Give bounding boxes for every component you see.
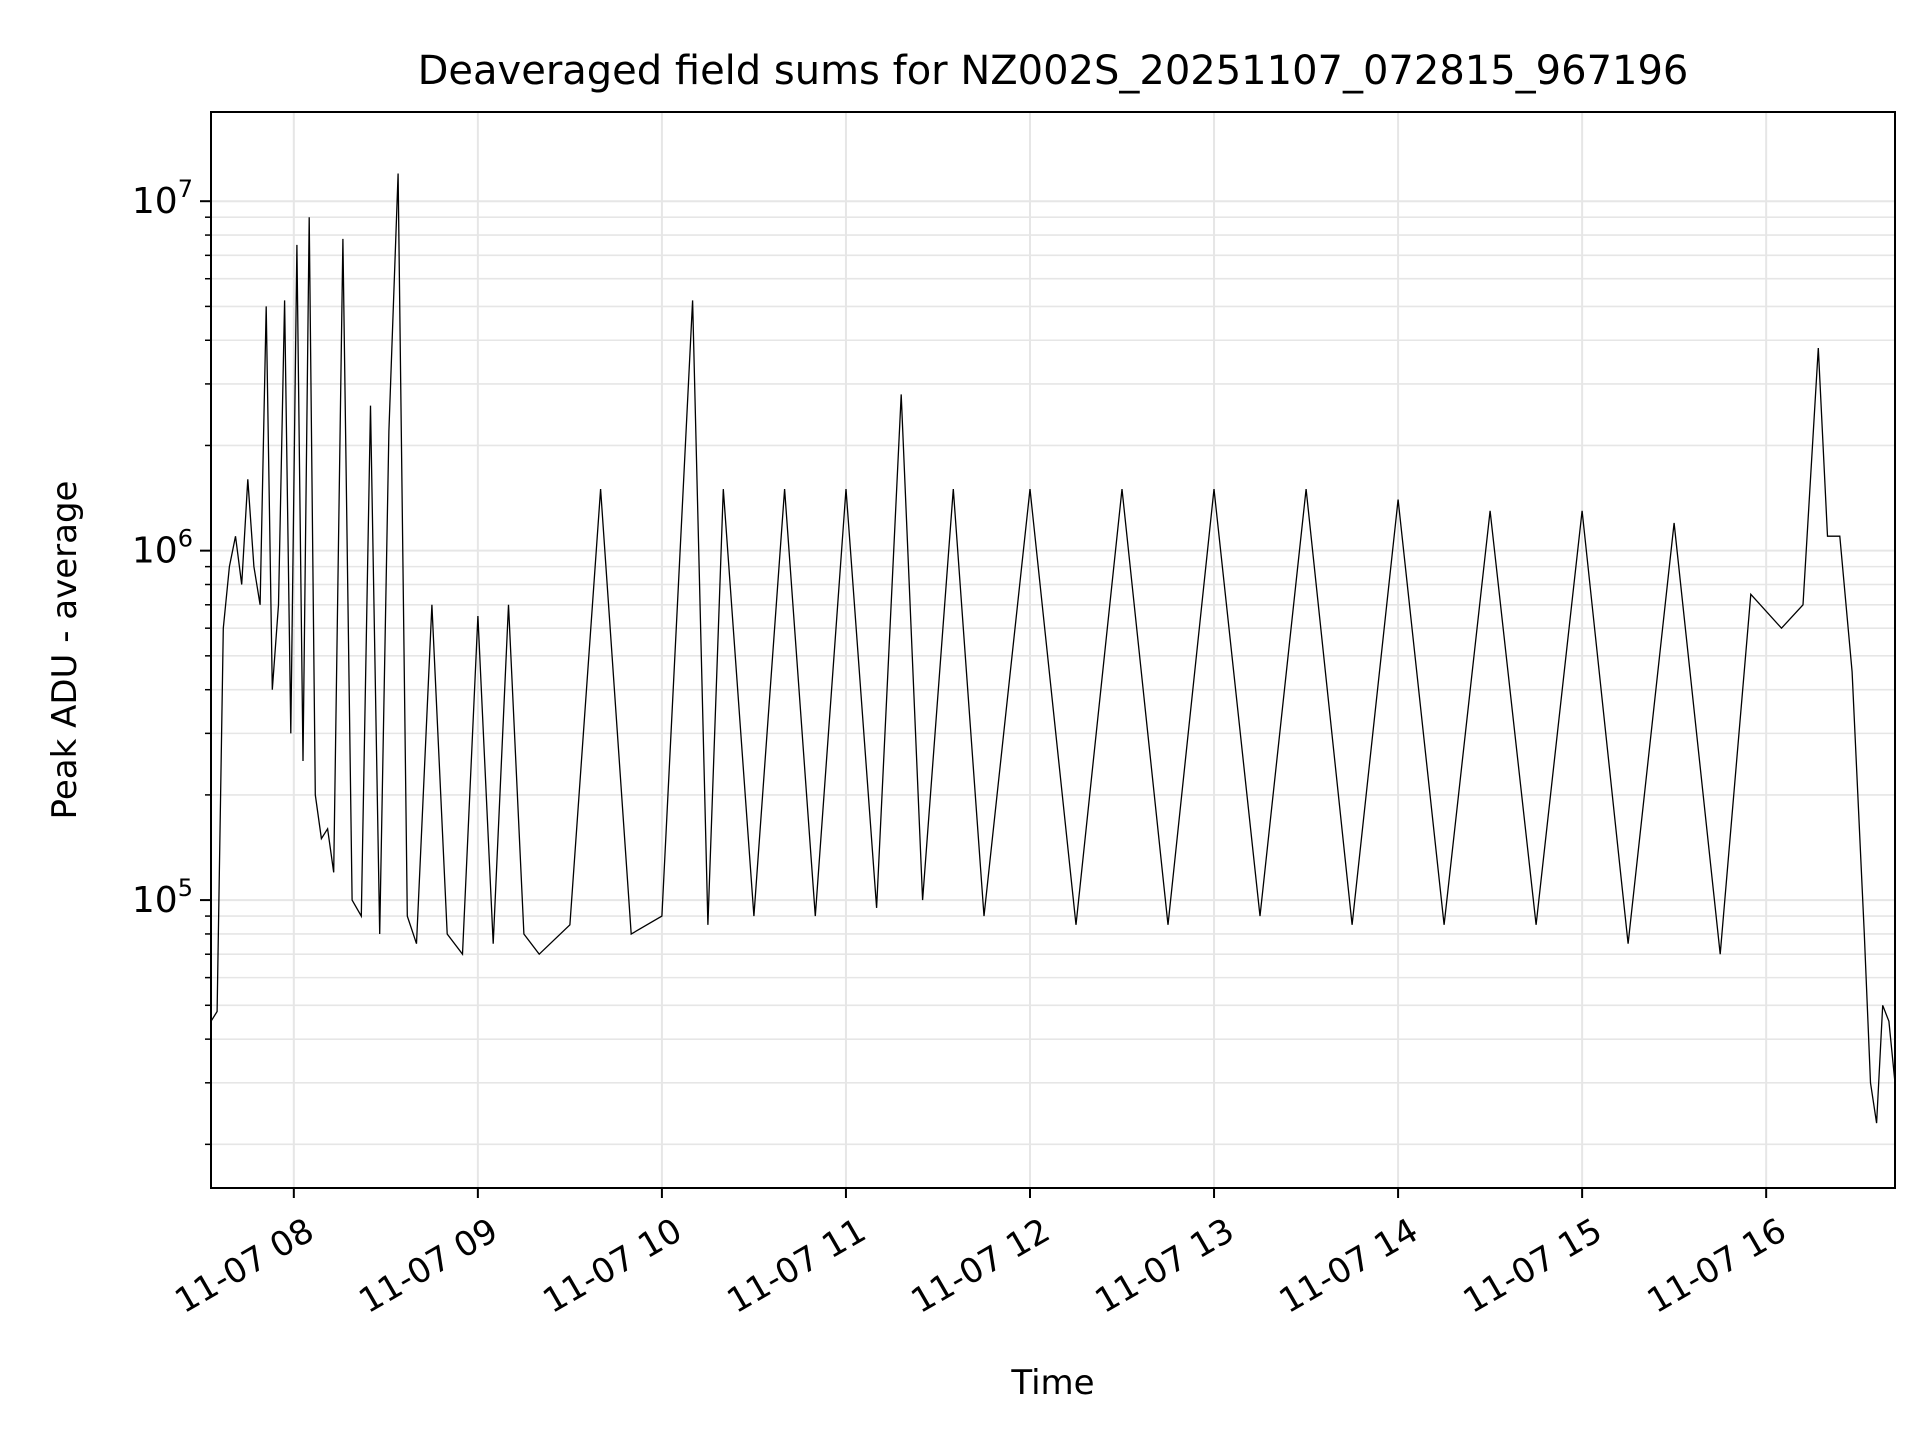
y-axis: 105 106 107 [132,175,211,1146]
chart-title: Deaveraged field sums for NZ002S_2025110… [418,48,1689,94]
y-tick-label: 105 [132,874,193,921]
series-line-0 [210,173,1896,1124]
y-tick-label: 107 [132,175,193,222]
series-layer [210,173,1896,1124]
axes-frame [210,111,1896,1189]
y-axis-label: Peak ADU - average [45,481,85,820]
x-axis-label: Time [1010,1363,1094,1403]
y-tick-label: 106 [132,525,193,572]
